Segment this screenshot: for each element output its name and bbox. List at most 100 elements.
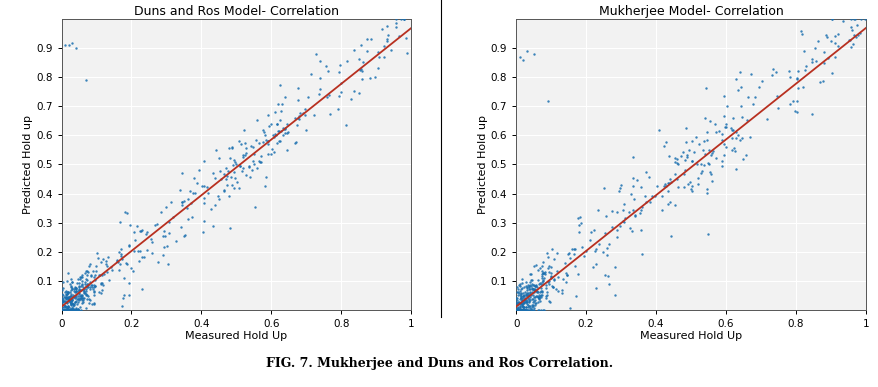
Point (510, 299, 524, 305)
Point (853, 30, 867, 36)
Point (510, 307, 524, 313)
Point (381, 32, 395, 38)
Point (172, 187, 186, 194)
Point (518, 307, 532, 313)
Point (694, 168, 708, 174)
Point (830, 31, 844, 37)
Point (62, 293, 76, 299)
Point (540, 98, 554, 104)
Point (518, 307, 532, 313)
Point (519, 292, 533, 298)
Point (79, 276, 93, 282)
Point (667, 201, 681, 207)
Point (511, 307, 525, 313)
Point (676, 171, 690, 177)
Point (126, 248, 140, 254)
Point (67, 301, 81, 307)
Point (579, 248, 593, 254)
Point (60, 305, 74, 311)
Point (533, 295, 547, 301)
Point (515, 293, 529, 299)
Point (844, 26, 858, 33)
Point (627, 212, 641, 218)
Point (73, 303, 87, 310)
Point (510, 307, 524, 313)
Point (313, 58, 327, 64)
Point (626, 196, 640, 202)
Point (83, 296, 97, 302)
Point (514, 299, 528, 305)
Point (703, 152, 717, 158)
Point (120, 210, 134, 216)
Point (525, 296, 539, 302)
Point (79, 268, 93, 274)
Point (206, 223, 220, 229)
Point (64, 298, 78, 304)
Point (63, 307, 77, 313)
Point (212, 155, 226, 161)
Point (246, 144, 260, 150)
Point (733, 84, 747, 91)
Point (517, 296, 531, 302)
Point (82, 262, 96, 269)
Point (66, 303, 80, 309)
Point (64, 297, 78, 303)
Point (733, 103, 747, 109)
Point (527, 294, 541, 300)
Point (705, 148, 719, 154)
Point (63, 307, 77, 313)
Point (509, 300, 523, 307)
Point (624, 228, 638, 234)
Point (237, 127, 251, 133)
Point (63, 301, 77, 307)
Point (274, 108, 288, 114)
Point (679, 125, 693, 131)
Point (787, 108, 801, 114)
Point (682, 179, 696, 185)
Point (588, 261, 602, 267)
Point (58, 298, 72, 304)
Point (515, 307, 529, 313)
Point (555, 290, 569, 296)
Point (66, 301, 80, 307)
Point (520, 307, 534, 313)
Point (514, 295, 528, 301)
Point (727, 147, 741, 154)
Point (228, 161, 242, 167)
Point (702, 171, 716, 177)
Point (56, 307, 70, 313)
Point (661, 153, 675, 159)
Point (654, 193, 668, 199)
Point (122, 280, 136, 286)
Point (509, 307, 523, 313)
Point (61, 295, 75, 301)
Point (221, 168, 235, 174)
Point (516, 293, 530, 299)
Point (525, 299, 539, 305)
Point (768, 93, 782, 99)
Point (68, 307, 83, 313)
Point (136, 254, 150, 260)
Point (673, 153, 687, 159)
Point (62, 295, 76, 301)
Point (352, 67, 366, 73)
Point (313, 86, 327, 92)
Point (99, 269, 113, 275)
Point (96, 282, 110, 288)
Point (87, 288, 101, 295)
Point (723, 147, 738, 153)
Point (57, 298, 71, 304)
Point (516, 307, 530, 313)
Point (540, 254, 554, 260)
Point (67, 302, 81, 308)
Point (149, 221, 163, 227)
Point (782, 74, 796, 80)
Point (515, 297, 529, 303)
Point (220, 173, 234, 180)
Point (689, 161, 703, 167)
Point (276, 125, 290, 131)
Point (332, 62, 346, 68)
Point (613, 182, 627, 188)
Point (536, 275, 551, 281)
Point (331, 69, 345, 75)
